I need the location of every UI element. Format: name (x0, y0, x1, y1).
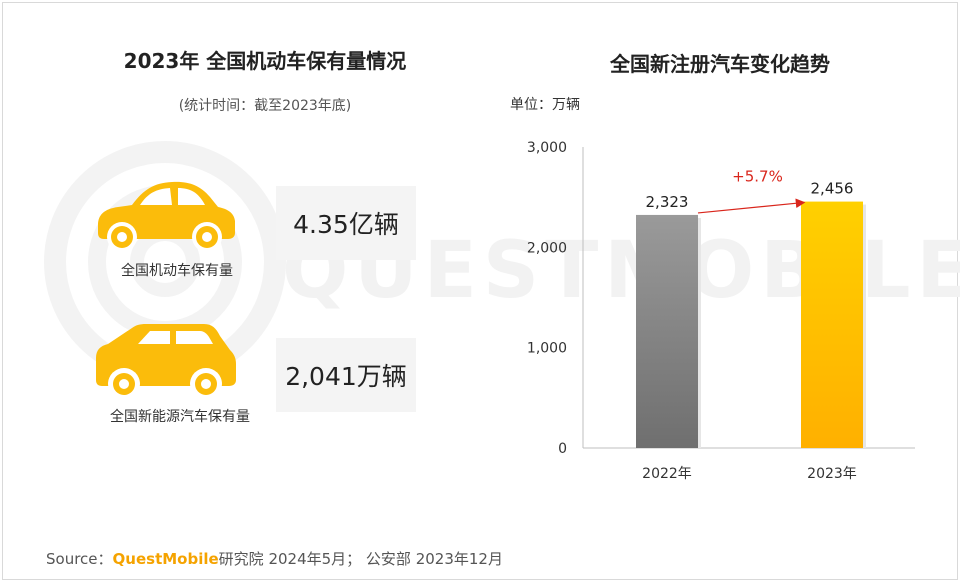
suv-car-icon (96, 324, 236, 400)
left-panel-title: 2023年 全国机动车保有量情况 (123, 49, 407, 73)
source-line: Source：QuestMobile研究院 2024年5月； 公安部 2023年… (46, 548, 503, 569)
bar-value-label: 2,456 (811, 180, 854, 198)
bar (636, 214, 698, 448)
left-panel-subtitle: (统计时间：截至2023年底) (178, 98, 352, 114)
car-label-motor-vehicle: 全国机动车保有量 (121, 263, 233, 279)
x-tick-label: 2023年 (807, 466, 857, 482)
bar-value-label: 2,323 (646, 193, 689, 211)
right-panel-title: 全国新注册汽车变化趋势 (610, 52, 830, 76)
growth-arrow (697, 198, 806, 214)
value-box-motor-vehicle: 4.35亿辆 (276, 186, 416, 260)
bar (801, 201, 863, 448)
value-box-nev: 2,041万辆 (276, 338, 416, 412)
y-tick-label: 2,000 (527, 240, 567, 256)
bar-chart: 0 1,000 2,000 3,000 2,323 2022年 2,456 2023年 +5.7… (527, 140, 915, 482)
source-brand: QuestMobile (112, 550, 219, 568)
source-prefix: Source： (46, 550, 113, 568)
x-tick-label: 2022年 (642, 466, 692, 482)
y-tick-label: 0 (558, 441, 567, 457)
sedan-car-icon (98, 181, 235, 252)
chart-unit-label: 单位：万辆 (510, 97, 580, 113)
y-tick-label: 1,000 (527, 341, 567, 357)
growth-annotation: +5.7% (732, 168, 783, 186)
car-label-nev: 全国新能源汽车保有量 (110, 409, 250, 425)
source-rest: 研究院 2024年5月； 公安部 2023年12月 (218, 550, 503, 568)
y-tick-label: 3,000 (527, 140, 567, 156)
